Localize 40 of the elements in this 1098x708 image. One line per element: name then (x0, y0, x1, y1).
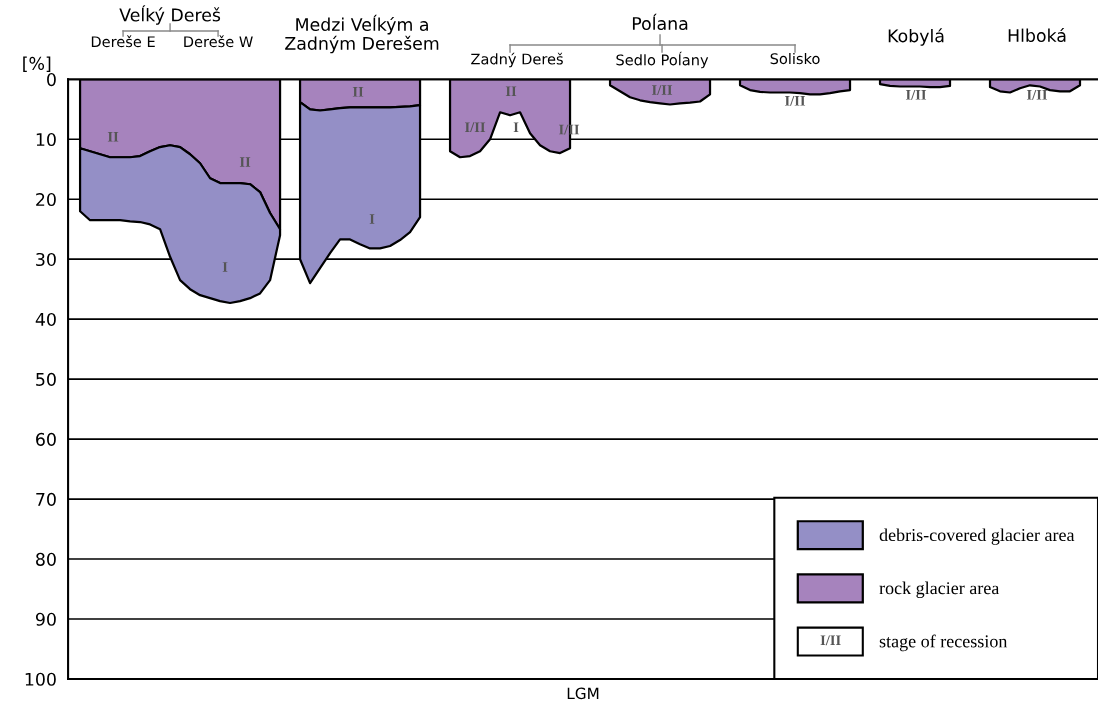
text: Dereše W (184, 35, 253, 48)
annotation: I/II (905, 89, 927, 100)
y-tick-label: 100 (25, 672, 56, 686)
text: Sedlo Poĺany (616, 51, 709, 69)
text: Veĺký Dereš (119, 5, 221, 25)
text: Kobylá (888, 28, 944, 46)
y-tick-label: 10 (36, 132, 56, 147)
text: Poĺana (632, 13, 688, 31)
annotation: I/II (558, 124, 580, 135)
y-tick-label: 30 (36, 252, 56, 267)
y-tick-label: 0 (47, 73, 56, 87)
text: Zadný Dereš (471, 52, 563, 68)
annotation: I/II (651, 85, 673, 95)
annotation: I/II (820, 635, 841, 646)
annotation: I/II (1026, 89, 1048, 100)
annotation: I (222, 262, 228, 272)
annotation: I (369, 214, 375, 224)
annotation: I (513, 122, 519, 132)
text: Medzi Veĺkým a Zadným Derešem (285, 14, 439, 54)
text: Solisko (770, 52, 820, 65)
y-tick-label: 40 (35, 312, 56, 327)
y-tick-label: 70 (36, 492, 56, 506)
annotation: II (352, 87, 364, 97)
y-tick-label: 50 (36, 372, 56, 386)
y-tick-label: 60 (36, 432, 56, 446)
annotation: I/II (784, 95, 806, 106)
text: Dereše E (91, 35, 155, 48)
y-tick-label: 20 (36, 192, 56, 207)
legend-label: rock glacier area (879, 581, 1000, 599)
annotation: II (505, 86, 517, 96)
annotation: stage of recession (879, 634, 1008, 652)
annotation: II (107, 132, 119, 142)
text: Hlboká (1008, 27, 1066, 43)
x-axis-title: LGM (567, 687, 599, 700)
annotation: I/II (465, 122, 486, 133)
annotation: II (239, 157, 251, 167)
y-tick-label: 90 (35, 612, 56, 626)
y-tick-label: 80 (36, 552, 56, 566)
legend-label: debris-covered glacier area (879, 528, 1075, 545)
y-axis-title: [%] (23, 56, 51, 72)
